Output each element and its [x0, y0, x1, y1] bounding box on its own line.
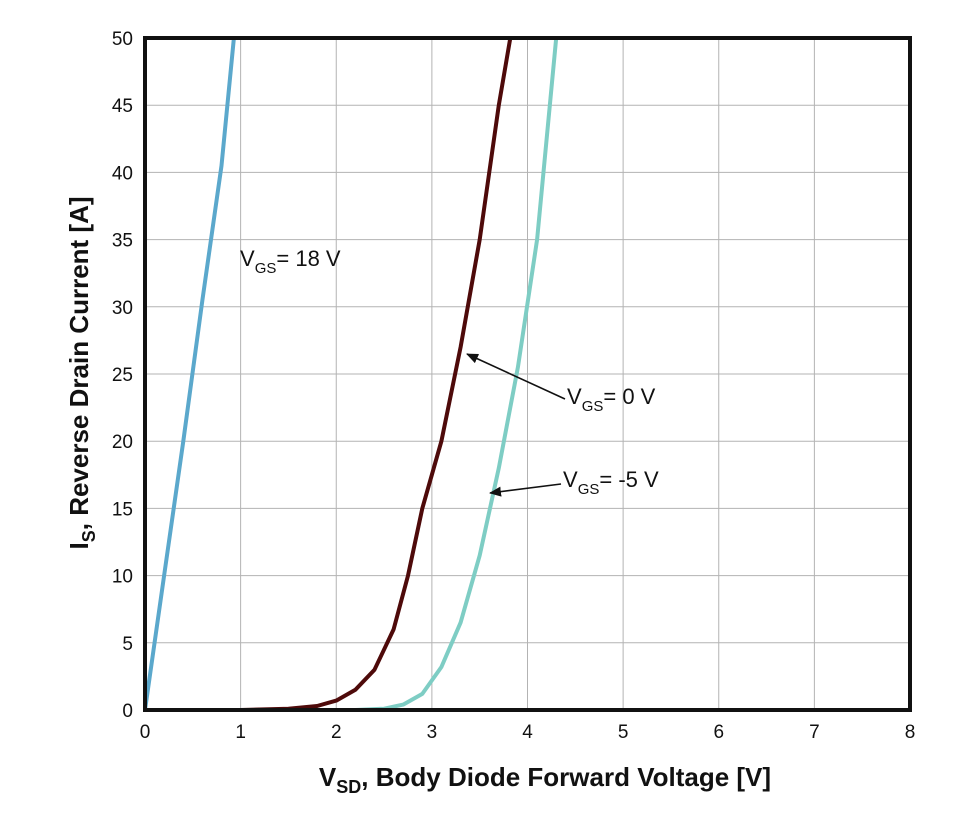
annotation-arrow-vgs-0v — [466, 353, 566, 400]
x-tick-labels: 0 1 2 3 4 5 6 7 8 — [140, 722, 916, 743]
y-tick-label: 50 — [112, 29, 133, 50]
y-tick-label: 30 — [112, 298, 133, 319]
x-tick-label: 1 — [235, 722, 246, 743]
y-tick-label: 45 — [112, 96, 133, 117]
x-tick-label: 5 — [618, 722, 629, 743]
x-tick-label: 2 — [331, 722, 342, 743]
y-axis-title: IS, Reverse Drain Current [A] — [64, 196, 99, 549]
y-tick-label: 20 — [112, 432, 133, 453]
x-tick-label: 0 — [140, 722, 151, 743]
x-tick-label: 3 — [427, 722, 438, 743]
series-line-1 — [143, 36, 513, 712]
y-tick-label: 35 — [112, 231, 133, 252]
grid — [144, 37, 911, 711]
x-tick-label: 6 — [713, 722, 724, 743]
y-tick-label: 15 — [112, 499, 133, 520]
annotation-vgs-minus5v: VGS= -5 V — [563, 467, 659, 498]
y-tick-label: 5 — [122, 634, 133, 655]
x-tick-label: 4 — [522, 722, 533, 743]
x-tick-label: 7 — [809, 722, 820, 743]
y-tick-label: 40 — [112, 163, 133, 184]
annotation-vgs-18v: VGS= 18 V — [240, 246, 341, 277]
y-tick-label: 0 — [122, 701, 133, 722]
plot-frame — [143, 36, 912, 712]
annotation-vgs-0v: VGS= 0 V — [567, 384, 656, 415]
y-tick-labels: 0 5 10 15 20 25 30 35 40 45 50 — [112, 29, 133, 722]
y-tick-label: 25 — [112, 365, 133, 386]
y-tick-label: 10 — [112, 567, 133, 588]
x-axis-title: VSD, Body Diode Forward Voltage [V] — [319, 762, 771, 797]
annotation-arrow-vgs-minus5v — [489, 483, 562, 497]
x-tick-label: 8 — [905, 722, 916, 743]
series-line-0 — [143, 36, 236, 712]
